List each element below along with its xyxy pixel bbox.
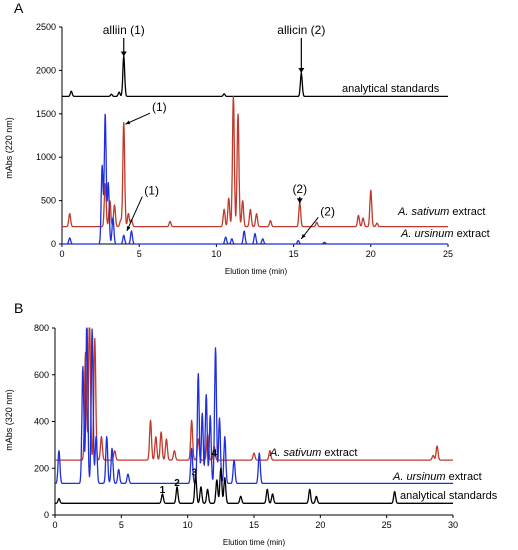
annotation-label: (1) bbox=[152, 100, 167, 114]
y-tick-label: 2500 bbox=[36, 22, 56, 32]
annotation-label: alliin (1) bbox=[103, 23, 145, 37]
panel-a-series bbox=[61, 55, 449, 245]
annotation-arrowhead bbox=[126, 225, 131, 231]
panel-b: B mAbs (320 nm) Elution time (min) 02004… bbox=[4, 300, 498, 547]
panel-b-annotations: 12 3 4 bbox=[160, 449, 218, 496]
annotation-arrowhead bbox=[296, 198, 303, 204]
x-tick-label: 25 bbox=[443, 249, 453, 259]
panel-a-xlabel: Elution time (min) bbox=[225, 267, 288, 276]
annotation-label: allicin (2) bbox=[277, 23, 325, 37]
annotation-arrowhead bbox=[120, 51, 127, 57]
panel-b-xlabel: Elution time (min) bbox=[223, 538, 286, 547]
annotation-label: (2) bbox=[292, 182, 307, 196]
series-trace bbox=[54, 327, 454, 461]
panel-b-legend-sativum-suffix: extract bbox=[321, 447, 357, 459]
panel-b-legend-sativum: A. sativum extract bbox=[269, 447, 357, 459]
panel-b-legend-sativum-species: A. sativum bbox=[269, 447, 321, 459]
panel-a-ticks: 0 500 1000 1500 2000 2500 0 5 10 15 20 25 bbox=[36, 22, 453, 259]
peak-label: 3 bbox=[192, 467, 198, 478]
series-trace bbox=[61, 55, 449, 98]
x-tick-label: 15 bbox=[249, 520, 259, 530]
panel-b-legend-ursinum: A. ursinum extract bbox=[392, 471, 482, 483]
x-tick-label: 30 bbox=[448, 520, 458, 530]
annotation-arrowhead bbox=[298, 68, 305, 74]
y-tick-label: 600 bbox=[34, 370, 49, 380]
y-tick-label: 0 bbox=[51, 239, 56, 249]
y-tick-label: 800 bbox=[34, 323, 49, 333]
y-tick-label: 2000 bbox=[36, 65, 56, 75]
peak-label: 4 bbox=[211, 449, 217, 460]
panel-b-ticks: 0 200 400 600 800 0 5 10 15 20 25 30 bbox=[34, 323, 458, 530]
panel-b-legend-ursinum-species: A. ursinum bbox=[392, 471, 446, 483]
panel-a-legend-sativum-suffix: extract bbox=[449, 206, 485, 218]
x-tick-label: 15 bbox=[289, 249, 299, 259]
panel-b-series bbox=[54, 327, 454, 504]
annotation-arrowhead bbox=[125, 120, 131, 125]
annotation-arrow bbox=[126, 196, 143, 232]
x-tick-label: 25 bbox=[382, 520, 392, 530]
panel-a-annotations: alliin (1) allicin (2) (1) (1) (2) (2) bbox=[103, 23, 335, 240]
panel-a-legend-sativum-species: A. sativum bbox=[397, 206, 449, 218]
panel-b-legend-ursinum-suffix: extract bbox=[446, 471, 482, 483]
x-tick-label: 0 bbox=[52, 520, 57, 530]
x-tick-label: 0 bbox=[59, 249, 64, 259]
x-tick-label: 5 bbox=[119, 520, 124, 530]
panel-b-letter: B bbox=[14, 300, 23, 316]
panel-b-ylabel: mAbs (320 nm) bbox=[4, 389, 14, 451]
panel-b-legend-standards: analytical standards bbox=[400, 490, 498, 502]
series-trace bbox=[54, 327, 454, 485]
y-tick-label: 1500 bbox=[36, 109, 56, 119]
panel-a-legend-ursinum-suffix: extract bbox=[454, 228, 490, 240]
panel-a-ylabel: mAbs (220 nm) bbox=[4, 117, 14, 179]
x-tick-label: 5 bbox=[137, 249, 142, 259]
panel-a-legend-sativum: A. sativum extract bbox=[397, 206, 485, 218]
panel-a-letter: A bbox=[14, 0, 24, 16]
annotation-arrowhead bbox=[301, 233, 306, 239]
panel-a-legend-ursinum-species: A. ursinum bbox=[400, 228, 454, 240]
x-tick-label: 20 bbox=[366, 249, 376, 259]
panel-a: A mAbs (220 nm) Elution time (min) 0 500 1… bbox=[4, 0, 490, 276]
y-tick-label: 1000 bbox=[36, 152, 56, 162]
peak-label: 1 bbox=[160, 485, 166, 496]
annotation-label: (2) bbox=[320, 204, 335, 218]
y-tick-label: 400 bbox=[34, 417, 49, 427]
panel-a-legend-standards: analytical standards bbox=[342, 83, 440, 95]
x-tick-label: 20 bbox=[315, 520, 325, 530]
x-tick-label: 10 bbox=[183, 520, 193, 530]
annotation-label: (1) bbox=[144, 184, 159, 198]
y-tick-label: 500 bbox=[41, 196, 56, 206]
y-tick-label: 200 bbox=[34, 463, 49, 473]
series-trace bbox=[54, 467, 454, 504]
x-tick-label: 10 bbox=[211, 249, 221, 259]
series-trace bbox=[61, 96, 449, 228]
series-trace bbox=[61, 113, 449, 245]
peak-label: 2 bbox=[174, 478, 180, 489]
panel-a-legend-ursinum: A. ursinum extract bbox=[400, 228, 490, 240]
y-tick-label: 0 bbox=[44, 510, 49, 520]
